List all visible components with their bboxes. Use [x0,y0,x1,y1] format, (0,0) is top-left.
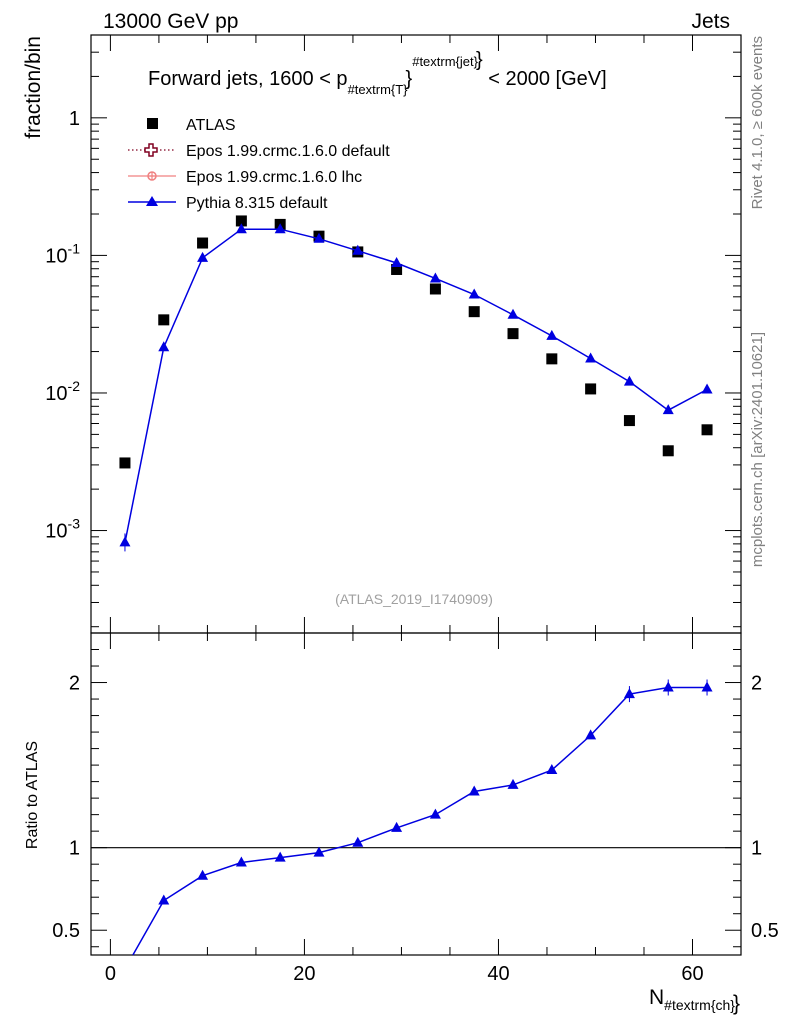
main-y-tick-label: 1 [69,108,80,130]
plot-title-suffix: < 2000 [GeV] [483,68,607,90]
pythia-line [124,228,708,543]
pythia-point [585,352,597,363]
atlas-point [197,237,209,249]
atlas-point [119,457,131,469]
pythia-point [313,232,325,243]
x-tick-label: 60 [681,963,703,985]
pythia-point [623,375,635,386]
pythia-point [429,272,441,283]
atlas-point [158,314,170,326]
legend-epos-default-label: Epos 1.99.crmc.1.6.0 default [186,143,390,160]
x-tick-label: 20 [293,963,315,985]
pythia-point [546,329,558,340]
ratio-pythia-point [391,821,403,832]
atlas-point [507,328,519,340]
ratio-y-tick-label-right: 0.5 [751,920,779,942]
plot-title-superscript: #textrm{jet} [412,54,478,69]
rivet-label: Rivet 4.1.0, ≥ 600k events [749,36,766,209]
main-series-layer [119,215,713,552]
x-axis-label-subscript: #textrm{ch} [664,997,735,1013]
pythia-point [468,288,480,299]
legend-atlas-label: ATLAS [186,117,236,134]
ratio-pythia-point [274,851,286,862]
ratio-series-layer [132,679,713,956]
plot-title-prefix: Forward jets, 1600 < p [148,68,348,90]
ratio-pythia-point [313,846,325,857]
legend-pythia-triangle-icon [146,196,158,206]
legend: ATLAS Epos 1.99.crmc.1.6.0 default Epos … [128,117,390,212]
legend-entry-epos-default: Epos 1.99.crmc.1.6.0 default [128,143,390,160]
ratio-pythia-line [132,686,707,956]
plot-title-subscript: #textrm{T} [348,82,409,97]
pythia-point [701,383,713,394]
atlas-point [429,283,441,295]
legend-entry-atlas: ATLAS [147,117,236,134]
x-tick-label: 0 [105,963,116,985]
legend-atlas-marker-icon [147,118,158,129]
main-y-tick-label: 10-1 [45,240,80,267]
energy-label: 13000 GeV pp [103,10,238,33]
ratio-pythia-point [197,869,209,880]
atlas-point [623,415,635,427]
plot-title: Forward jets, 1600 < p#textrm{T}}#textrm… [148,49,607,97]
pythia-point [352,244,364,255]
atlas-point [468,306,480,318]
main-plot-panel: 10-310-210-11 Forward jets, 1600 < p#tex… [22,34,742,634]
legend-epos-default-cross-icon [144,143,158,157]
ratio-pythia-point [429,808,441,819]
ratio-pythia-point [468,785,480,796]
ratio-pythia-point [158,894,170,905]
ratio-y-tick-label: 0.5 [52,920,80,942]
category-label: Jets [691,10,730,33]
pythia-point [197,251,209,262]
ratio-y-tick-label: 1 [69,838,80,860]
ratio-y-tick-label: 2 [69,673,80,695]
atlas-point [662,445,674,457]
ratio-pythia-point [352,836,364,847]
atlas-point [701,424,713,436]
legend-entry-pythia: Pythia 8.315 default [128,195,328,212]
ratio-plot-panel: 0.5 0.51 12 20 20 40 60 Ratio to ATLAS N#textr… [24,632,779,1015]
legend-entry-epos-lhc: Epos 1.99.crmc.1.6.0 lhc [128,169,362,186]
main-axis-ticks: 10-3 10-2 10-1 1 [45,34,741,633]
main-y-tick-label: 10-3 [45,516,80,543]
legend-epos-lhc-label: Epos 1.99.crmc.1.6.0 lhc [186,169,362,186]
analysis-watermark: (ATLAS_2019_I1740909) [335,591,493,607]
ratio-y-tick-label-right: 2 [751,673,762,695]
x-tick-label: 40 [487,963,509,985]
atlas-point [585,383,597,395]
legend-pythia-label: Pythia 8.315 default [186,195,328,212]
ratio-plot-frame [90,632,742,956]
ratio-axis-ticks: 0.5 0.51 12 20 20 40 60 [52,633,779,985]
pythia-point [391,257,403,268]
ratio-y-axis-label: Ratio to ATLAS [24,741,41,849]
main-y-tick-label: 10-2 [45,378,80,405]
ratio-pythia-point [235,856,247,867]
pythia-point [274,223,286,234]
ratio-pythia-point [546,764,558,775]
main-y-axis-label: fraction/bin [22,36,45,139]
pythia-point [158,341,170,352]
x-axis-label-main: N [649,986,664,1009]
x-axis-label: N#textrm{ch}} [649,986,740,1015]
source-label: mcplots.cern.ch [arXiv:2401.10621] [749,332,766,567]
atlas-point [391,263,403,275]
ratio-pythia-point [507,778,519,789]
ratio-pythia-point [585,729,597,740]
ratio-y-tick-label-right: 1 [751,838,762,860]
pythia-point [507,308,519,319]
pythia-point [662,404,674,415]
pythia-point [235,223,247,234]
atlas-point [235,215,247,227]
atlas-point [546,353,558,365]
